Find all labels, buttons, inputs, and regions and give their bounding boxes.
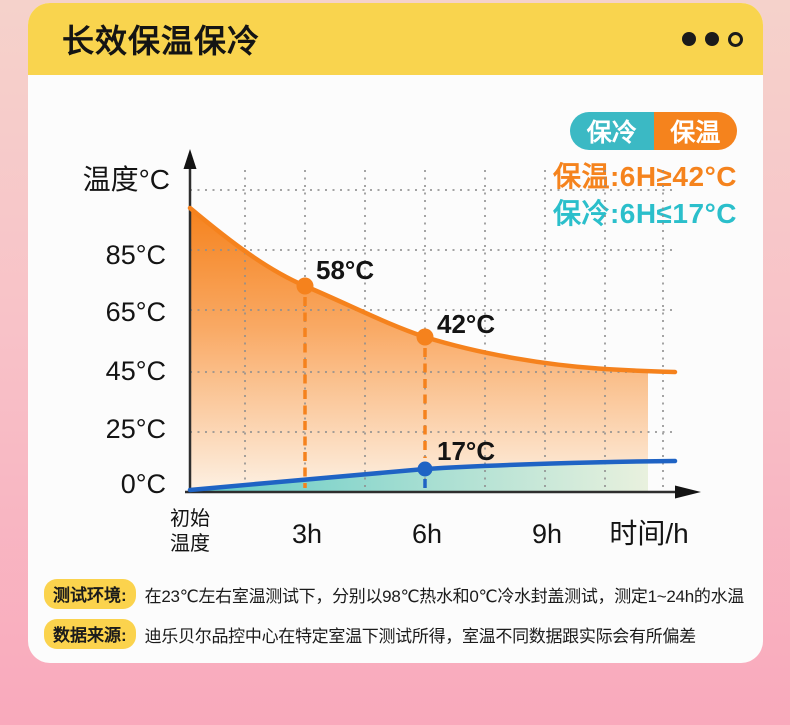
temperature-chart: 58°C 42°C 17°C 温度°C 时间/h 85°C 65°C 45°C … bbox=[83, 149, 701, 555]
y-axis-title: 温度°C bbox=[83, 164, 170, 195]
x-origin-line1: 初始 bbox=[170, 507, 210, 530]
axes bbox=[183, 149, 701, 499]
grid-dotted bbox=[190, 170, 673, 492]
title-banner: 长效保温保冷 bbox=[28, 3, 763, 75]
pagination-dot-outline bbox=[728, 31, 743, 47]
footnotes: 测试环境: 在23℃左右室温测试下，分别以98℃热水和0℃冷水封盖测试，测定1~… bbox=[44, 579, 750, 659]
cold-point-6h bbox=[417, 461, 433, 477]
cold-point-6h-label: 17°C bbox=[437, 436, 495, 466]
page-title: 长效保温保冷 bbox=[62, 23, 261, 59]
pagination-dot-filled-1 bbox=[682, 32, 696, 46]
y-tick-85: 85°C bbox=[106, 240, 166, 270]
x-axis-arrow-icon bbox=[675, 485, 701, 499]
content-card: 长效保温保冷 保冷 保温 保温:6H≥42°C 保冷:6H≤17°C bbox=[28, 3, 763, 663]
legend-pill: 保冷 保温 bbox=[570, 112, 737, 150]
y-tick-65: 65°C bbox=[106, 297, 166, 327]
x-tick-3h: 3h bbox=[292, 519, 322, 549]
warm-point-6h-label: 42°C bbox=[437, 309, 495, 339]
note-label-badge: 数据来源: bbox=[44, 619, 136, 649]
pagination-dot-filled-2 bbox=[705, 32, 719, 46]
y-tick-45: 45°C bbox=[106, 356, 166, 386]
warm-point-6h bbox=[416, 328, 434, 346]
x-tick-9h: 9h bbox=[532, 519, 562, 549]
pagination-dots bbox=[682, 31, 743, 47]
x-axis-title: 时间/h bbox=[609, 518, 688, 549]
y-tick-labels: 85°C 65°C 45°C 25°C 0°C bbox=[106, 240, 166, 499]
legend-cold-label: 保冷 bbox=[570, 112, 654, 150]
legend-warm-label: 保温 bbox=[653, 112, 737, 150]
callouts: 保温:6H≥42°C 保冷:6H≤17°C bbox=[553, 158, 737, 232]
x-origin-line2: 温度 bbox=[170, 532, 210, 555]
callout-cold: 保冷:6H≤17°C bbox=[552, 198, 737, 229]
callout-warm: 保温:6H≥42°C bbox=[552, 161, 737, 192]
note-text: 迪乐贝尔品控中心在特定室温下测试所得，室温不同数据跟实际会有所偏差 bbox=[144, 626, 696, 646]
note-text: 在23℃左右室温测试下，分别以98℃热水和0℃冷水封盖测试，测定1~24h的水温 bbox=[144, 586, 745, 606]
y-tick-0: 0°C bbox=[121, 469, 166, 499]
y-axis-arrow-icon bbox=[183, 149, 197, 169]
y-tick-25: 25°C bbox=[106, 414, 166, 444]
note-test-environment: 测试环境: 在23℃左右室温测试下，分别以98℃热水和0℃冷水封盖测试，测定1~… bbox=[44, 579, 750, 609]
x-tick-6h: 6h bbox=[412, 519, 442, 549]
x-tick-labels: 初始 温度 3h 6h 9h bbox=[170, 507, 562, 555]
drop-lines bbox=[303, 297, 427, 491]
warm-point-3h-label: 58°C bbox=[316, 255, 374, 285]
note-label-badge: 测试环境: bbox=[44, 579, 136, 609]
note-data-source: 数据来源: 迪乐贝尔品控中心在特定室温下测试所得，室温不同数据跟实际会有所偏差 bbox=[44, 619, 750, 649]
warm-point-3h bbox=[296, 277, 314, 295]
